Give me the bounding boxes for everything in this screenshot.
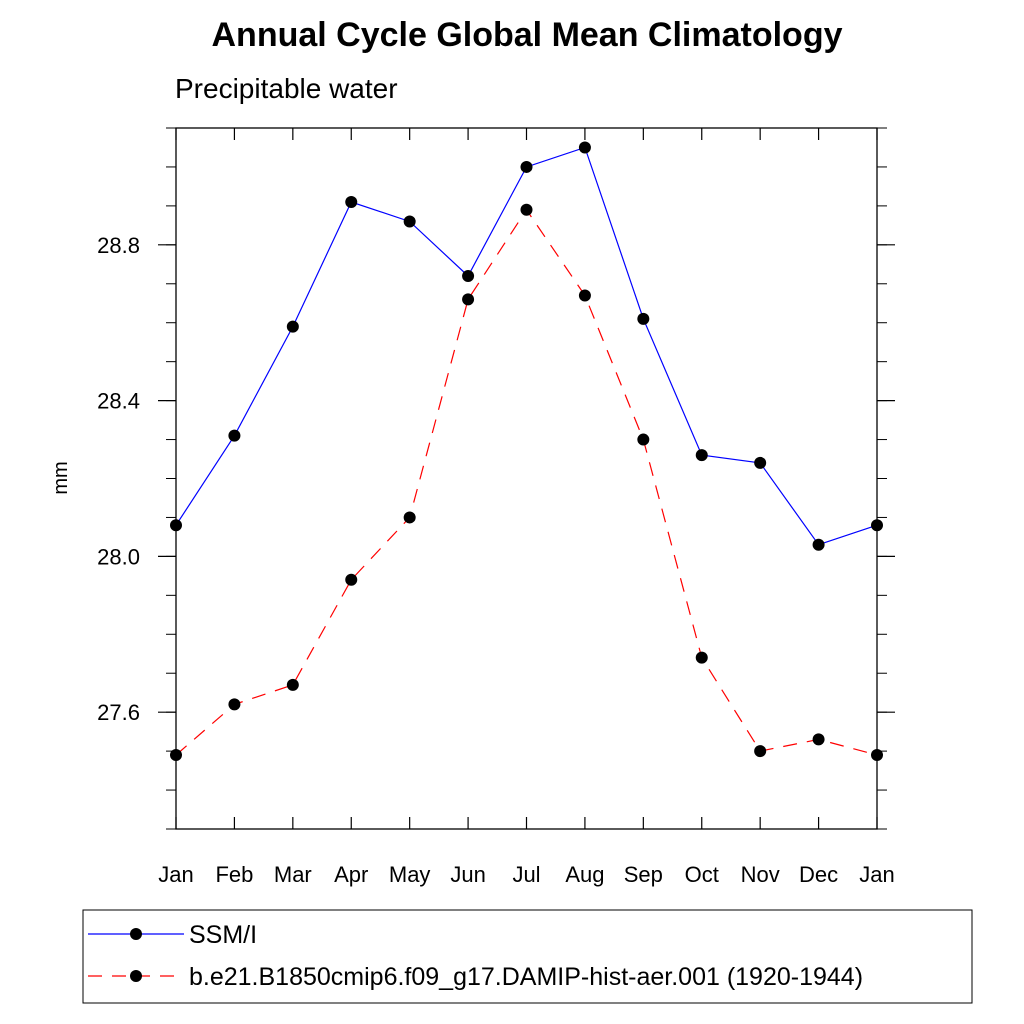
data-point-series-1 — [578, 289, 591, 302]
x-tick-label: Mar — [274, 862, 312, 887]
x-tick-label: May — [389, 862, 431, 887]
chart-title: Annual Cycle Global Mean Climatology — [212, 16, 843, 54]
legend-item-ssmi: SSM/I — [88, 921, 257, 949]
x-tick-label: Sep — [624, 862, 663, 887]
data-point-series-1 — [462, 293, 475, 306]
x-tick-label: Jan — [158, 862, 193, 887]
chart-subtitle: Precipitable water — [175, 73, 398, 104]
series-line-1 — [175, 208, 878, 756]
data-point-series-0 — [520, 160, 533, 173]
data-point-series-1 — [520, 203, 533, 216]
data-point-series-1 — [812, 733, 825, 746]
data-point-series-1 — [695, 651, 708, 664]
y-axis-label: mm — [50, 461, 72, 494]
data-point-series-1 — [403, 511, 416, 524]
data-point-series-0 — [345, 195, 358, 208]
data-point-series-0 — [637, 312, 650, 325]
y-tick-label: 28.8 — [97, 233, 140, 258]
x-tick-label: Oct — [685, 862, 719, 887]
x-tick-label: Jan — [859, 862, 894, 887]
data-point-series-1 — [228, 698, 241, 711]
x-tick-label: Apr — [334, 862, 368, 887]
legend-label-model: b.e21.B1850cmip6.f09_g17.DAMIP-hist-aer.… — [189, 963, 863, 991]
legend-marker-model — [130, 970, 142, 982]
legend-item-model: b.e21.B1850cmip6.f09_g17.DAMIP-hist-aer.… — [88, 963, 863, 991]
y-tick-labels: 27.6 28.0 28.4 28.8 — [97, 233, 140, 725]
data-point-series-0 — [695, 449, 708, 462]
legend-marker-ssmi — [130, 928, 142, 940]
legend-label-ssmi: SSM/I — [189, 921, 257, 949]
x-tick-labels: Jan Feb Mar Apr May Jun Jul Aug Sep Oct Nov Dec Jan — [158, 862, 894, 887]
data-point-series-0 — [578, 141, 591, 154]
y-tick-label: 28.0 — [97, 544, 140, 569]
x-tick-label: Aug — [565, 862, 604, 887]
data-point-series-0 — [871, 519, 883, 532]
x-tick-label: Nov — [741, 862, 780, 887]
data-point-series-0 — [403, 215, 416, 228]
data-point-series-0 — [462, 269, 475, 282]
series-layer — [170, 141, 883, 762]
data-point-series-1 — [345, 573, 358, 586]
x-tick-label: Jun — [450, 862, 485, 887]
data-point-series-0 — [286, 320, 299, 333]
data-point-series-1 — [754, 745, 767, 758]
y-tick-label: 27.6 — [97, 700, 140, 725]
data-point-series-0 — [170, 519, 182, 532]
data-point-series-1 — [637, 433, 650, 446]
axis-ticks — [158, 127, 895, 830]
data-point-series-0 — [228, 429, 241, 442]
y-tick-label: 28.4 — [97, 389, 140, 414]
data-point-series-0 — [812, 538, 825, 551]
x-tick-label: Feb — [215, 862, 253, 887]
data-point-series-1 — [871, 749, 883, 762]
data-point-series-1 — [286, 678, 299, 691]
data-point-series-0 — [754, 456, 767, 469]
legend-box — [82, 909, 973, 1004]
x-tick-label: Dec — [799, 862, 838, 887]
x-tick-label: Jul — [512, 862, 540, 887]
data-point-series-1 — [170, 749, 182, 762]
